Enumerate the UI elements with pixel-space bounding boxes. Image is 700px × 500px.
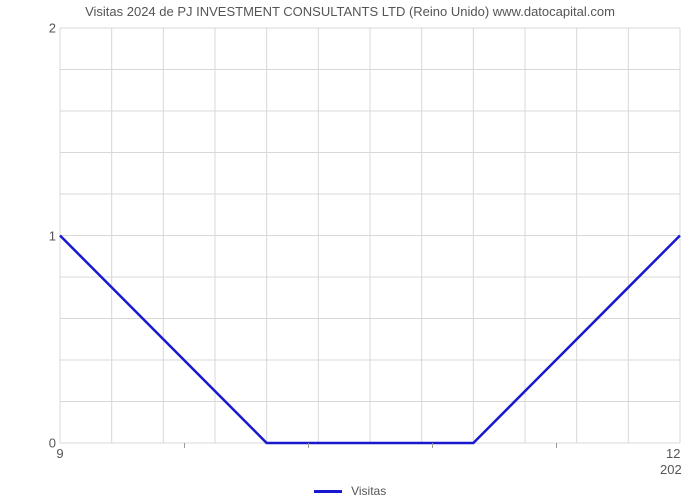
legend: Visitas (0, 484, 700, 498)
x-tick-label-left: 9 (56, 446, 63, 461)
chart-title: Visitas 2024 de PJ INVESTMENT CONSULTANT… (0, 4, 700, 19)
x-minor-tick (308, 443, 309, 448)
x-minor-tick (184, 443, 185, 448)
x-minor-tick (432, 443, 433, 448)
y-tick-label: 0 (40, 436, 56, 451)
data-line (60, 28, 680, 443)
y-tick-label: 1 (40, 228, 56, 243)
x-minor-tick (556, 443, 557, 448)
x-tick-label-right: 12 (666, 446, 680, 461)
plot-area (60, 28, 680, 443)
legend-label: Visitas (351, 484, 386, 498)
y-tick-label: 2 (40, 21, 56, 36)
legend-swatch (314, 490, 342, 493)
x-sub-label: 202 (660, 462, 682, 477)
